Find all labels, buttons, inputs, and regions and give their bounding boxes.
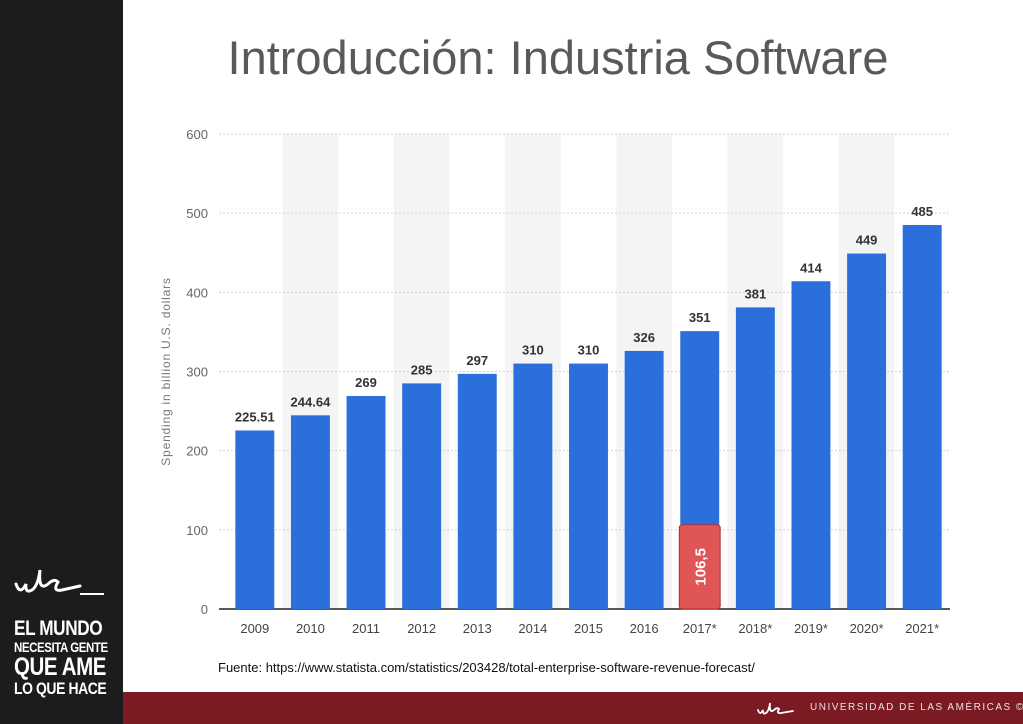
x-tick-label: 2012 (407, 621, 436, 636)
data-label: 485 (911, 204, 933, 219)
data-label: 449 (856, 233, 878, 248)
y-tick-label: 300 (186, 365, 208, 380)
footer-bar (123, 692, 1023, 724)
y-tick-label: 500 (186, 206, 208, 221)
udla-logo (14, 569, 104, 595)
y-axis-label: Spending in billion U.S. dollars (159, 277, 173, 465)
y-tick-label: 100 (186, 523, 208, 538)
x-tick-label: 2011 (352, 621, 380, 636)
y-tick-label: 200 (186, 444, 208, 459)
slogan-line-2: NECESITA GENTE (14, 639, 108, 655)
data-label: 310 (578, 343, 600, 358)
data-label: 381 (744, 286, 766, 301)
x-tick-label: 2016 (630, 621, 659, 636)
sidebar: EL MUNDO NECESITA GENTE QUE AME LO QUE H… (0, 0, 123, 724)
bar (624, 350, 664, 609)
bar (735, 307, 775, 609)
data-label: 414 (800, 260, 822, 275)
bar (902, 225, 942, 609)
x-tick-label: 2009 (240, 621, 269, 636)
data-label: 244.64 (291, 394, 332, 409)
bar (346, 396, 386, 609)
bar (513, 363, 553, 609)
data-label: 225.51 (235, 409, 275, 424)
data-label: 285 (411, 362, 433, 377)
x-tick-label: 2021* (905, 621, 939, 636)
data-label: 351 (689, 310, 711, 325)
x-tick-label: 2014 (518, 621, 547, 636)
bar (791, 281, 831, 609)
slogan-line-3: QUE AME (14, 653, 107, 681)
bar (290, 415, 330, 609)
x-tick-label: 2018* (738, 621, 772, 636)
source-citation: Fuente: https://www.statista.com/statist… (218, 660, 755, 675)
bar-chart: 0 100 200 300 400 500 600 Spending in billion U… (159, 127, 950, 636)
data-label: 269 (355, 375, 377, 390)
bar (569, 363, 608, 609)
x-tick-label: 2010 (296, 621, 325, 636)
x-tick-label: 2015 (574, 621, 603, 636)
bar (847, 253, 887, 609)
x-tick-label: 2013 (463, 621, 492, 636)
x-tick-label: 2017* (683, 621, 717, 636)
bar (457, 373, 497, 609)
data-label: 297 (466, 353, 488, 368)
y-tick-label: 0 (201, 602, 208, 617)
bar (235, 430, 275, 609)
x-tick-label: 2019* (794, 621, 828, 636)
slide-title: Introducción: Industria Software (227, 31, 889, 84)
annotation-box (678, 524, 721, 610)
slogan: EL MUNDO NECESITA GENTE QUE AME LO QUE H… (14, 618, 108, 697)
data-label: 310 (522, 343, 544, 358)
slogan-line-1: EL MUNDO (14, 617, 103, 640)
x-tick-label: 2020* (850, 621, 884, 636)
annotation-label: 106,5 (693, 548, 710, 586)
footer-text: UNIVERSIDAD DE LAS AMÉRICAS © 2016 (810, 702, 1023, 713)
bar (402, 383, 442, 609)
footer-udla-logo (757, 702, 794, 715)
data-label: 326 (633, 330, 655, 345)
slogan-line-4: LO QUE HACE (14, 679, 107, 698)
y-tick-label: 600 (186, 127, 208, 142)
y-tick-label: 400 (186, 285, 208, 300)
